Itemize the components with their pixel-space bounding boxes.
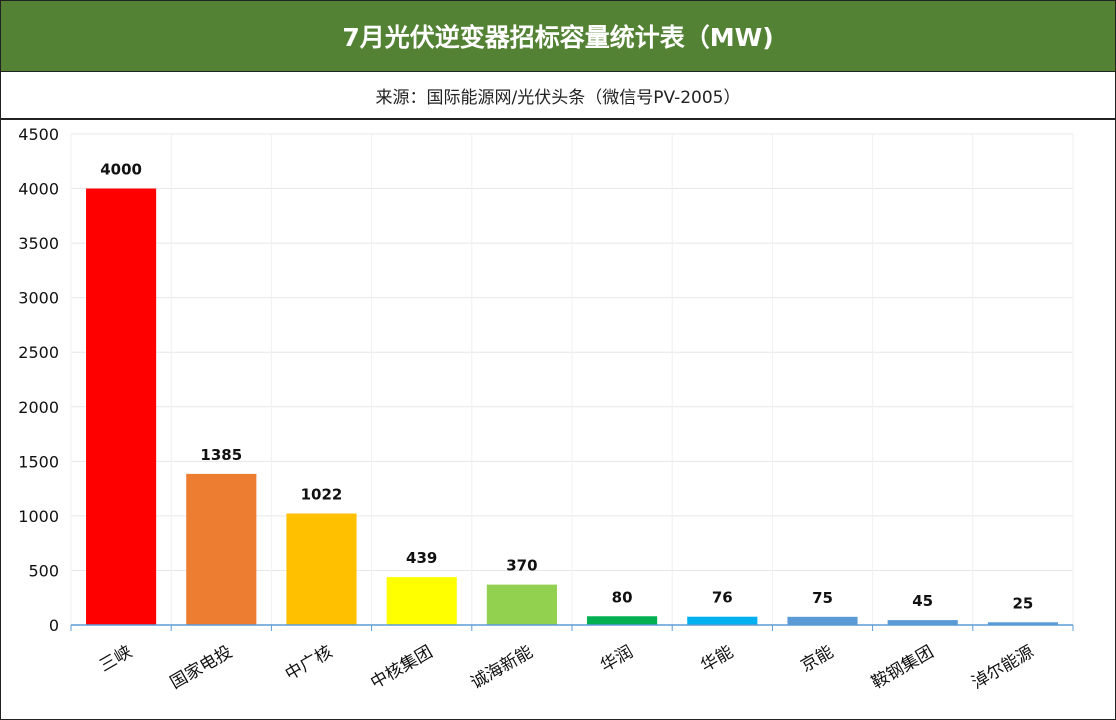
y-tick-label: 0 [49, 616, 59, 635]
data-label: 45 [912, 592, 933, 610]
chart-subtitle: 来源：国际能源网/光伏头条（微信号PV-2005） [1, 72, 1115, 120]
y-tick-label: 3000 [18, 289, 59, 308]
bar-chart: 0 500 1000 1500 2000 2500 3000 3500 4000 4500 三峡国… [18, 125, 1074, 693]
bar [887, 620, 958, 625]
data-label: 25 [1012, 594, 1033, 612]
bar [587, 616, 658, 625]
x-tick-label: 中核集团 [367, 642, 436, 693]
x-tick-labels: 三峡 国家电投 中广核 中核集团 诚海新能 华润 华能 京能 鞍钢集团 淖尔能源 [96, 642, 1037, 693]
data-label: 1385 [200, 446, 242, 464]
data-label: 76 [712, 589, 733, 607]
x-tick-label: 京能 [798, 642, 837, 676]
x-tick-label: 华能 [697, 642, 736, 676]
y-tick-label: 4500 [18, 125, 59, 144]
x-axis [70, 624, 1074, 631]
x-tick-label: 鞍钢集团 [868, 642, 937, 693]
y-tick-label: 1500 [18, 452, 59, 471]
bar [987, 622, 1058, 625]
data-label: 370 [506, 557, 537, 575]
bar [86, 188, 157, 626]
x-tick-label: 三峡 [96, 642, 135, 676]
bar [687, 616, 758, 625]
bar [386, 577, 457, 625]
chart-title: 7月光伏逆变器招标容量统计表（MW) [1, 1, 1115, 72]
bar [286, 513, 357, 625]
x-tick-label: 国家电投 [167, 642, 236, 693]
data-label: 439 [406, 549, 437, 567]
bar [186, 473, 257, 625]
y-tick-label: 2000 [18, 398, 59, 417]
data-label: 80 [612, 588, 633, 606]
bars [86, 188, 1058, 626]
y-tick-label: 4000 [18, 180, 59, 199]
x-tick-label: 华润 [597, 642, 636, 676]
x-tick-label: 淖尔能源 [969, 642, 1038, 693]
data-label: 1022 [301, 485, 343, 503]
data-label: 75 [812, 589, 833, 607]
y-tick-label: 500 [28, 561, 59, 580]
bar [787, 616, 858, 625]
y-tick-label: 3500 [18, 234, 59, 253]
y-tick-labels: 0 500 1000 1500 2000 2500 3000 3500 4000 4500 [18, 125, 59, 635]
data-labels: 4000 1385 1022 439 370 80 76 75 45 25 [100, 161, 1033, 613]
y-tick-label: 2500 [18, 343, 59, 362]
bar [486, 584, 557, 625]
grid-lines [70, 133, 1074, 626]
y-tick-label: 1000 [18, 507, 59, 526]
x-tick-label: 诚海新能 [468, 642, 537, 693]
x-tick-label: 中广核 [282, 642, 336, 685]
data-label: 4000 [100, 161, 142, 179]
